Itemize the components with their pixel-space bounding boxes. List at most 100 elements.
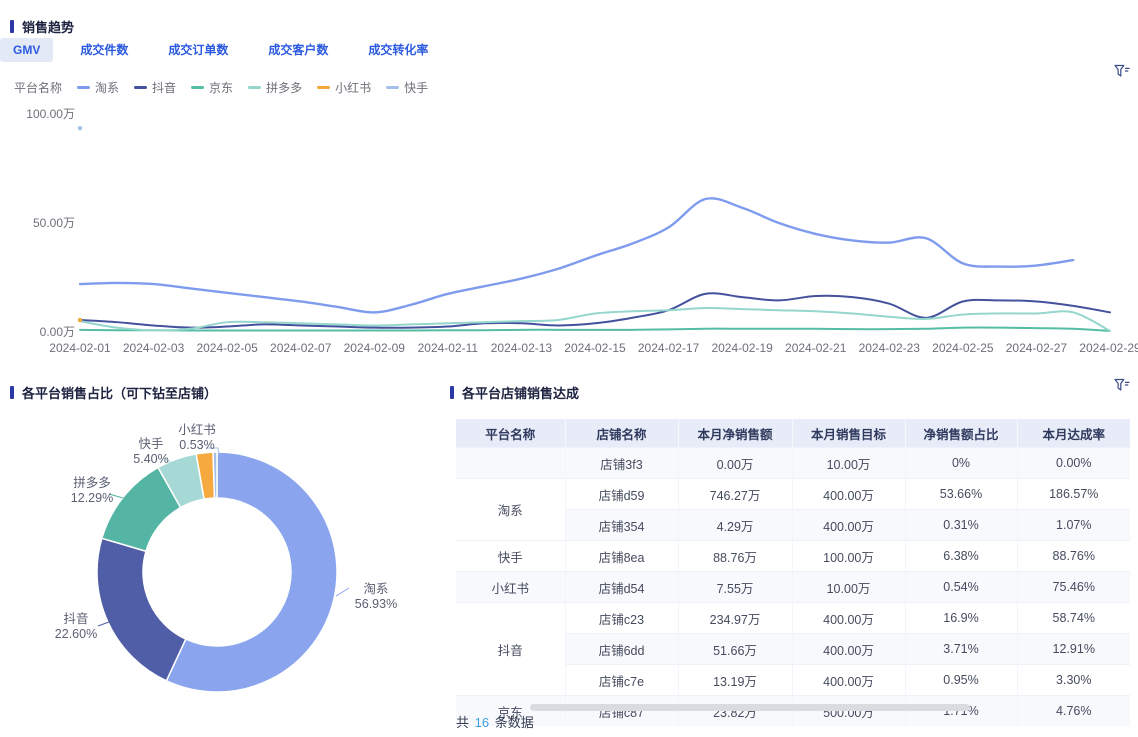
cell: 店铺c7e [565,664,679,696]
legend-item-kuaishou[interactable]: 快手 [386,79,428,96]
donut-slice-xiaohongshu[interactable] [212,451,218,499]
funnel-filter-icon [1114,378,1130,391]
title-accent-bar [10,386,14,399]
cell: 400.00万 [792,602,906,634]
legend-label: 小红书 [335,81,372,95]
point-xiaohongshu [77,317,83,323]
x-axis-label: 2024-02-09 [344,341,406,355]
x-axis-label: 2024-02-27 [1006,341,1068,355]
cell: 10.00万 [792,571,906,603]
donut-label-kuaishou: 快手 5.40% [133,437,169,466]
cell: 186.57% [1017,478,1130,510]
trend-section-title-text: 销售趋势 [22,20,75,35]
platform-cell: 快手 [456,540,566,572]
cell: 0% [905,447,1018,479]
trend-line-chart: 0.00万 50.00万 100.00万 2024-02-01 2024-02-03 20… [26,107,1138,355]
cell: 58.74% [1017,602,1130,634]
trend-chart-legend: 平台名称 淘系 抖音 京东 拼多多 小红书 快手 [14,79,428,96]
cell: 75.46% [1017,571,1130,603]
table-row: 小红书 店铺d54 7.55万 10.00万 0.54% 75.46% [456,571,1130,603]
column-header-4: 净销售额占比 [905,419,1018,448]
achievement-table: 平台名称 店铺名称 本月净销售额 本月销售目标 净销售额占比 本月达成率 店铺3f3 0.0… [456,419,1130,726]
cell: 4.29万 [678,509,793,541]
filter-icon-table[interactable] [1114,378,1130,393]
cell: 店铺354 [565,509,679,541]
platform-cell [456,447,566,479]
cell: 16.9% [905,602,1018,634]
legend-item-pinduoduo[interactable]: 拼多多 [248,79,302,96]
platform-share-donut: 淘系 56.93% 抖音 22.60% 拼多多 12.29% 快手 5.40% 小红书 0.53% [0,405,455,715]
cell: 店铺c23 [565,602,679,634]
tab-deal-items[interactable]: 成交件数 [80,43,129,57]
legend-marker-jingdong [191,86,205,89]
cell: 100.00万 [792,540,906,572]
legend-marker-xiaohongshu [317,86,331,89]
x-axis-label: 2024-02-19 [711,341,773,355]
table-horizontal-scrollbar[interactable] [530,704,970,711]
donut-label-leader-taoxi [335,587,350,597]
table-row: 店铺3f3 0.00万 10.00万 0% 0.00% [456,447,1130,479]
table-row: 快手 店铺8ea 88.76万 100.00万 6.38% 88.76% [456,540,1130,572]
legend-label: 抖音 [152,81,177,95]
legend-item-douyin[interactable]: 抖音 [134,79,176,96]
donut-slice-douyin[interactable] [96,537,187,682]
cell: 3.71% [905,633,1018,665]
x-axis-label: 2024-02-03 [123,341,185,355]
cell: 88.76万 [678,540,793,572]
tab-deal-orders[interactable]: 成交订单数 [168,43,229,57]
cell: 店铺3f3 [565,447,679,479]
filter-icon-trend[interactable] [1114,64,1130,79]
x-axis-label: 2024-02-25 [932,341,994,355]
donut-label-leader-douyin [97,618,118,627]
legend-title: 平台名称 [14,81,63,95]
column-header-1: 店铺名称 [565,419,679,448]
cell: 13.19万 [678,664,793,696]
y-axis-label: 50.00万 [33,216,75,230]
cell: 6.38% [905,540,1018,572]
table-header: 平台名称 店铺名称 本月净销售额 本月销售目标 净销售额占比 本月达成率 [456,419,1130,448]
cell: 746.27万 [678,478,793,510]
donut-label-taoxi: 淘系 56.93% [354,582,398,611]
achievement-section-title-text: 各平台店铺销售达成 [462,386,580,401]
platform-cell: 淘系 [456,478,566,541]
line-series-taoxi [78,197,1075,314]
metric-tabs: GMV 成交件数 成交订单数 成交客户数 成交转化率 [0,36,441,63]
legend-item-xiaohongshu[interactable]: 小红书 [317,79,371,96]
cell: 店铺6dd [565,633,679,665]
platform-cell: 小红书 [456,571,566,603]
tab-deal-customers[interactable]: 成交客户数 [268,43,329,57]
tab-deal-conversion[interactable]: 成交转化率 [368,43,429,57]
table-row: 店铺6dd 51.66万 400.00万 3.71% 12.91% [456,633,1130,665]
point-kuaishou [77,125,83,131]
x-axis-label: 2024-02-15 [564,341,626,355]
cell: 1.07% [1017,509,1130,541]
cell: 88.76% [1017,540,1130,572]
cell: 53.66% [905,478,1018,510]
legend-item-jingdong[interactable]: 京东 [191,79,233,96]
donut-slice-taoxi[interactable] [165,451,338,693]
legend-marker-taoxi [77,86,91,89]
donut-label-pinduoduo: 拼多多 12.29% [70,476,114,505]
table-row: 店铺c7e 13.19万 400.00万 0.95% 3.30% [456,664,1130,696]
share-section-title-text: 各平台销售占比（可下钻至店铺） [22,386,218,401]
x-axis-label: 2024-02-05 [196,341,258,355]
cell: 234.97万 [678,602,793,634]
x-axis-label: 2024-02-07 [270,341,332,355]
x-axis-label: 2024-02-21 [785,341,847,355]
x-axis-label: 2024-02-11 [418,341,479,355]
tab-gmv[interactable]: GMV [0,37,54,62]
line-series-pinduoduo [79,306,1111,332]
y-axis-label: 0.00万 [40,325,75,339]
platform-cell: 抖音 [456,602,566,696]
line-series-douyin [79,292,1111,329]
legend-marker-pinduoduo [248,86,262,89]
table-footer: 共 16 条数据 [456,712,534,731]
cell: 3.30% [1017,664,1130,696]
donut-label-douyin: 抖音 22.60% [54,612,98,641]
donut-label-xiaohongshu: 小红书 0.53% [178,423,216,452]
y-axis-label: 100.00万 [26,107,75,121]
cell: 店铺d54 [565,571,679,603]
legend-item-taoxi[interactable]: 淘系 [77,79,119,96]
trend-section-title: 销售趋势 [10,17,74,36]
legend-label: 京东 [209,81,234,95]
